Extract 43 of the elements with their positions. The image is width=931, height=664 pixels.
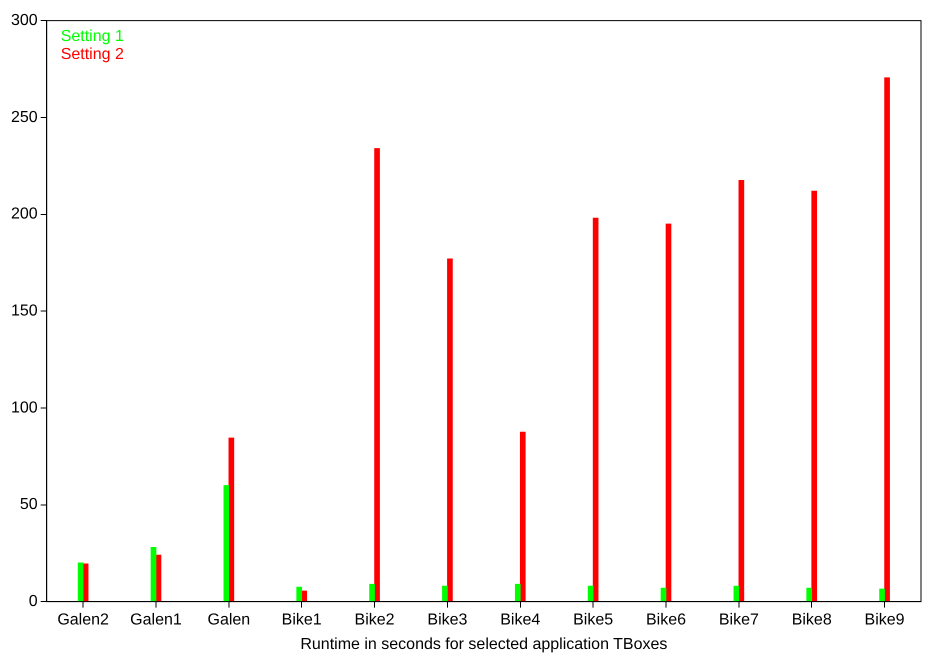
bar <box>514 584 521 602</box>
x-tick-label: Galen1 <box>130 612 182 629</box>
bar <box>224 485 230 602</box>
y-tick-label: 100 <box>10 399 38 416</box>
bar <box>442 586 448 602</box>
x-tick-label: Bike9 <box>864 612 905 629</box>
bar <box>811 190 818 602</box>
y-tick-label: 150 <box>10 302 38 320</box>
y-tick-label: 50 <box>20 496 38 514</box>
bar <box>369 584 375 602</box>
x-tick-label: Galen2 <box>57 612 110 629</box>
bar <box>738 180 744 602</box>
bar <box>734 586 740 602</box>
bar <box>520 432 526 602</box>
x-tick-label: Bike1 <box>282 612 322 629</box>
x-tick-label: Bike8 <box>792 612 832 629</box>
bar <box>666 224 672 602</box>
bar <box>884 77 890 602</box>
y-tick-label: 200 <box>10 206 38 223</box>
x-tick-label: Bike6 <box>646 612 686 629</box>
x-tick-label: Bike5 <box>573 612 614 629</box>
bar <box>592 218 598 602</box>
bar <box>660 588 666 602</box>
y-tick-label: 300 <box>10 12 38 30</box>
x-tick-label: Bike2 <box>354 612 395 629</box>
y-tick-label: 250 <box>10 108 38 126</box>
bar <box>228 438 234 602</box>
bar <box>374 148 380 602</box>
x-tick-label: Bike7 <box>718 612 759 629</box>
y-tick-label: 0 <box>28 593 38 610</box>
bar <box>78 562 84 602</box>
x-tick-label: Bike4 <box>500 612 540 629</box>
bar <box>806 588 812 602</box>
bar <box>296 586 302 602</box>
bar <box>150 547 156 602</box>
x-tick-label: Galen <box>207 612 250 629</box>
x-tick-label: Bike3 <box>427 612 468 629</box>
x-axis-title: Runtime in seconds for selected application TBoxes <box>300 636 668 653</box>
text: Setting 1 <box>60 28 124 46</box>
bar <box>588 586 594 602</box>
bar <box>879 588 885 602</box>
text: Setting 2 <box>60 46 124 64</box>
bar <box>447 258 453 602</box>
